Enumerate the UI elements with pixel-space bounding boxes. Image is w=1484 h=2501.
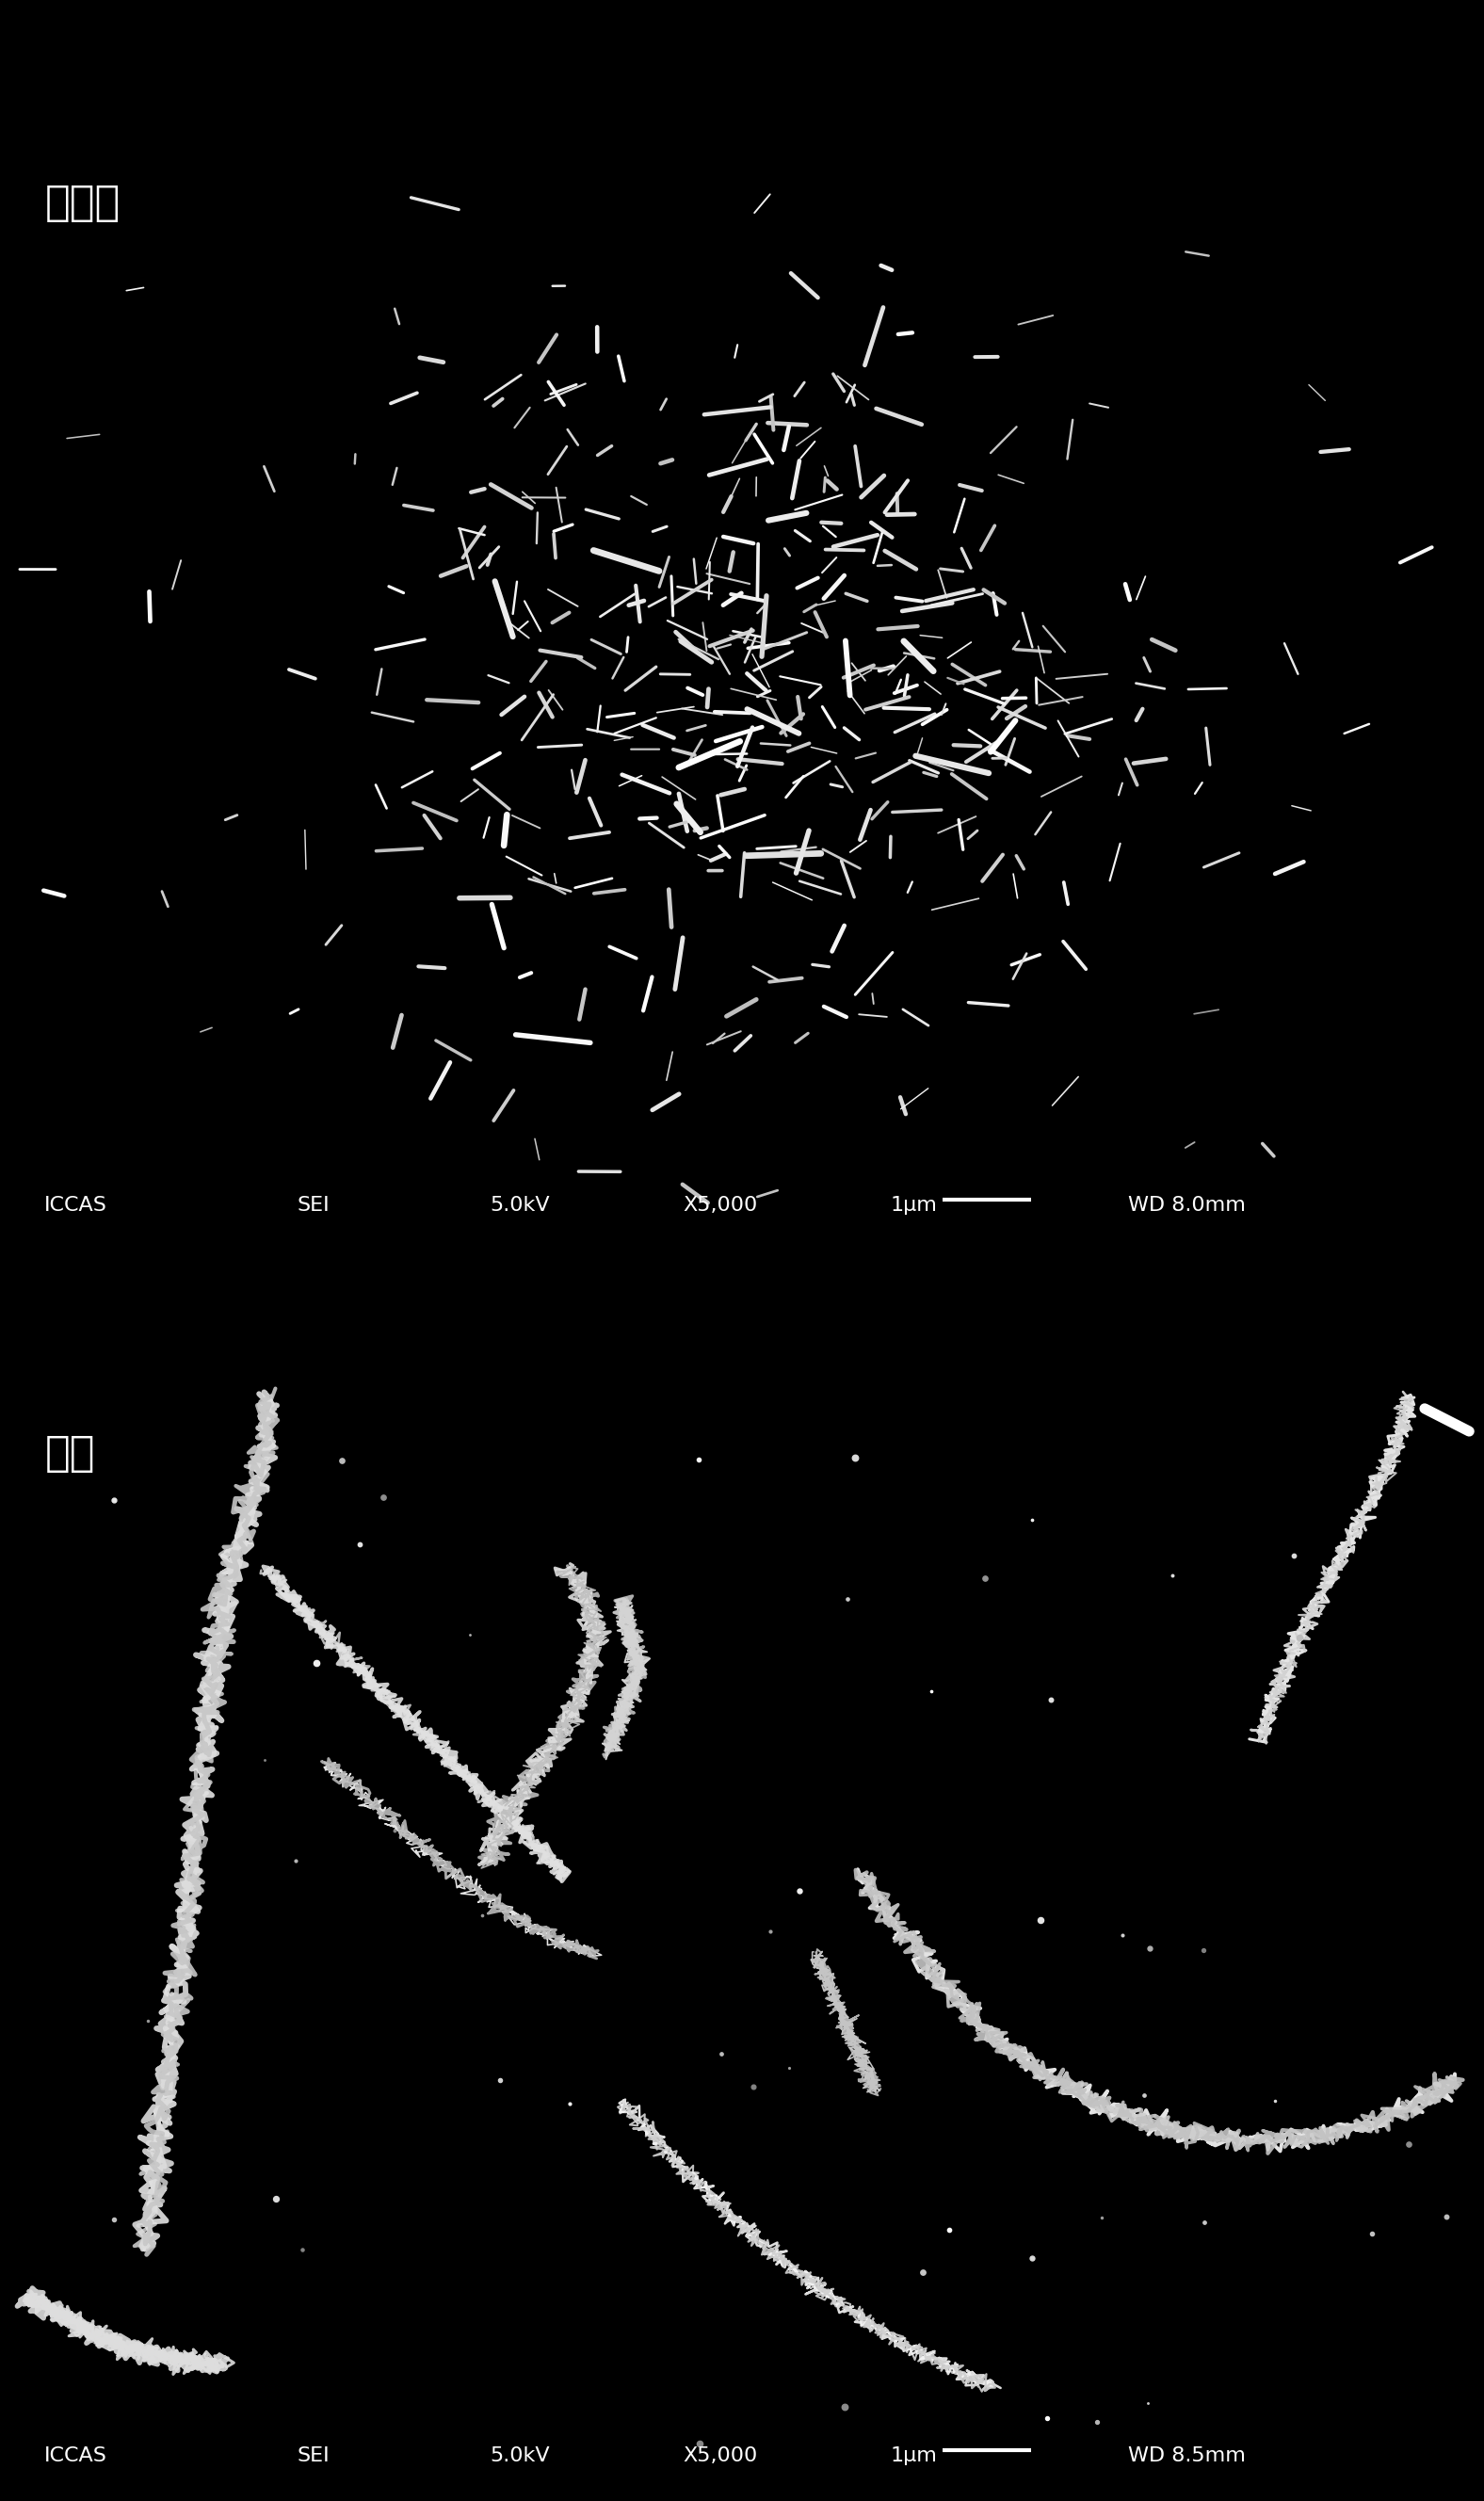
Text: SEI: SEI — [297, 2446, 329, 2466]
Text: ICCAS: ICCAS — [45, 1195, 107, 1215]
Text: ICCAS: ICCAS — [45, 2446, 107, 2466]
Text: SEI: SEI — [297, 1195, 329, 1215]
Text: 改性: 改性 — [45, 1433, 95, 1473]
Text: 1μm: 1μm — [890, 1195, 938, 1215]
Text: WD 8.5mm: WD 8.5mm — [1128, 2446, 1245, 2466]
Text: 5.0kV: 5.0kV — [490, 1195, 549, 1215]
Text: 5.0kV: 5.0kV — [490, 2446, 549, 2466]
Text: X5,000: X5,000 — [683, 1195, 757, 1215]
Text: 未改性: 未改性 — [45, 183, 120, 223]
Text: 1μm: 1μm — [890, 2446, 938, 2466]
Text: WD 8.0mm: WD 8.0mm — [1128, 1195, 1245, 1215]
Text: X5,000: X5,000 — [683, 2446, 757, 2466]
